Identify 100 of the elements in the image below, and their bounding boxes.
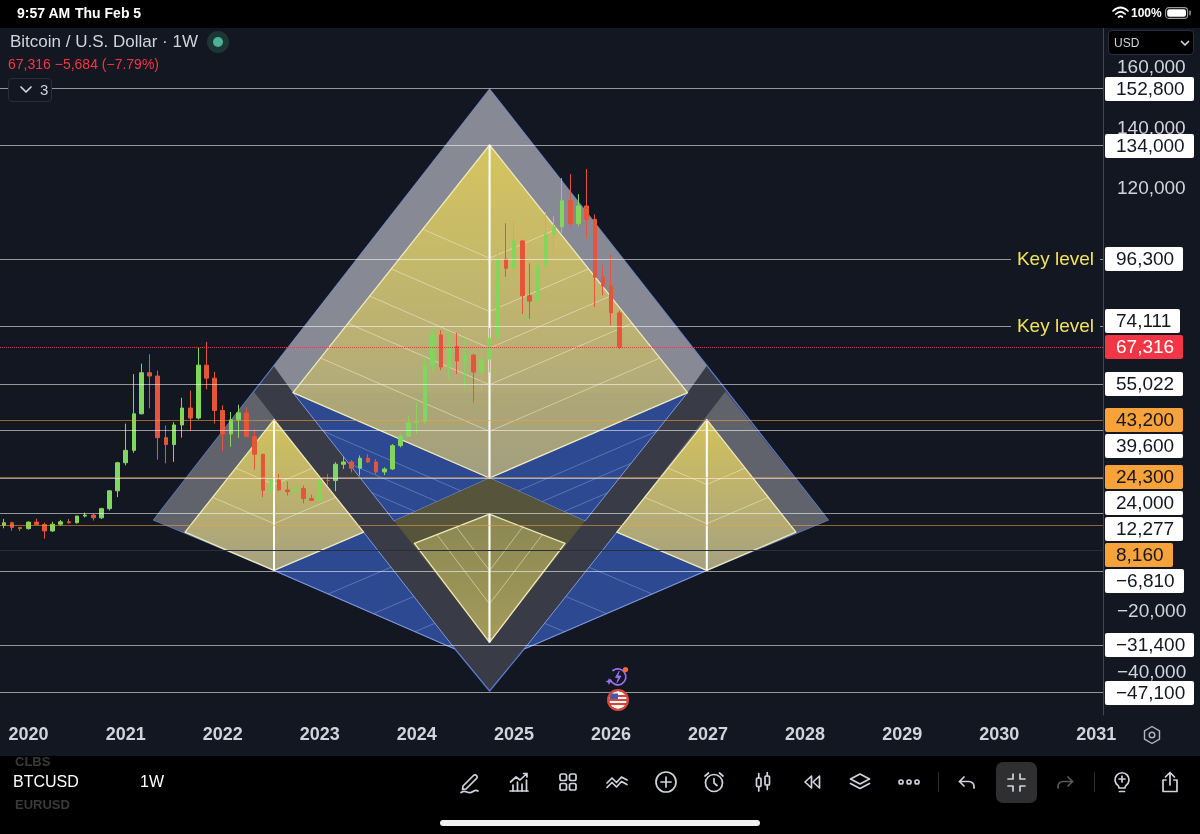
ref-line-label: Key level [1010, 313, 1100, 340]
candlestick [430, 326, 435, 373]
x-tick-label: 2027 [688, 724, 729, 744]
x-tick-label: 2022 [202, 724, 243, 744]
text: −6,810 [1105, 568, 1184, 593]
y-tick-label: 160,000 [1117, 56, 1186, 78]
candlestick [527, 262, 532, 320]
text: 67,316 −5,684 (−7.79%) [8, 55, 160, 73]
candlestick [341, 456, 346, 470]
candlestick [301, 485, 306, 505]
x-tick-label: 2020 [8, 724, 49, 744]
candlestick [423, 356, 427, 425]
y-tick-label: 120,000 [1117, 177, 1186, 199]
candlestick [609, 254, 613, 326]
candlestick [471, 353, 476, 403]
candlestick [326, 473, 330, 487]
candlestick [584, 168, 589, 239]
candlestick [520, 239, 525, 315]
candlestick [390, 443, 395, 471]
candlestick [496, 248, 500, 350]
candlestick [147, 353, 152, 409]
candlestick [139, 363, 144, 415]
text: USD [1114, 35, 1140, 52]
text: 96,300 [1105, 247, 1184, 272]
candlestick [374, 458, 378, 475]
x-tick-label: 2029 [882, 724, 923, 744]
candlestick [512, 219, 516, 282]
candlestick [349, 459, 354, 473]
candlestick [317, 477, 322, 501]
candlestick [252, 429, 257, 471]
candlestick [293, 486, 298, 496]
text: BTCUSD [13, 773, 79, 791]
candlestick [277, 473, 281, 492]
text: 134,000 [1105, 133, 1194, 158]
candlestick [132, 373, 136, 454]
candlestick [593, 213, 597, 308]
candlestick [406, 414, 411, 438]
candlestick [536, 260, 540, 327]
candlestick [172, 421, 176, 463]
candlestick [479, 348, 484, 393]
candlestick [414, 401, 419, 435]
x-tick-label: 2024 [396, 724, 437, 744]
candlestick [601, 264, 605, 296]
candlestick [617, 309, 622, 350]
candlestick [220, 404, 225, 452]
candlestick [487, 327, 492, 373]
x-tick-label: 2031 [1076, 724, 1117, 744]
candlestick [83, 512, 87, 518]
candlestick [180, 397, 184, 439]
candlestick [382, 466, 387, 476]
candlestick [229, 411, 233, 448]
candlestick [398, 433, 403, 448]
candlestick [50, 521, 55, 533]
text: 152,800 [1105, 76, 1194, 101]
text: 1W [140, 773, 164, 791]
candlestick [164, 425, 168, 464]
candlestick [91, 513, 96, 521]
text: 12,277 [1105, 516, 1184, 541]
candlestick [244, 406, 249, 438]
x-tick-label: 2021 [105, 724, 146, 744]
annotation: 3 [40, 81, 49, 99]
text: −31,400 [1105, 633, 1195, 658]
candlestick [155, 370, 160, 461]
candlestick [544, 211, 548, 269]
candlestick [123, 423, 128, 466]
candlestick [75, 515, 79, 524]
text: CLBS [15, 753, 51, 771]
x-tick-label: 2028 [785, 724, 826, 744]
candlestick [67, 518, 71, 525]
text: 100% [1131, 5, 1162, 22]
candlestick [560, 177, 564, 234]
candlestick [212, 371, 217, 424]
candlestick [107, 489, 112, 511]
text: 24,300 [1105, 464, 1184, 489]
candlestick [261, 453, 265, 498]
text: 74,111 [1105, 308, 1181, 333]
candlestick [269, 475, 273, 495]
candlestick [26, 520, 31, 531]
chart-title: Bitcoin / U.S. Dollar · 1W [10, 32, 198, 52]
text: 8,160 [1105, 542, 1173, 567]
text: 39,600 [1105, 433, 1184, 458]
candlestick [196, 347, 201, 421]
text: Thu Feb 5 [75, 4, 142, 22]
x-tick-label: 2026 [591, 724, 632, 744]
candlestick [188, 390, 193, 432]
candlestick [115, 461, 120, 498]
x-tick-label: 2025 [494, 724, 535, 744]
candlestick [552, 215, 556, 255]
candlestick [447, 332, 451, 381]
candlestick [236, 404, 241, 439]
candlestick [34, 518, 39, 526]
text: EURUSD [15, 796, 70, 814]
candlestick [463, 338, 467, 390]
text: 9:57 AM [17, 4, 71, 22]
candlestick [333, 461, 338, 492]
candlestick [576, 193, 581, 227]
candlestick [285, 480, 290, 497]
candlestick [455, 332, 459, 375]
y-tick-label: −20,000 [1117, 600, 1187, 622]
text: 67,316 [1105, 334, 1184, 359]
